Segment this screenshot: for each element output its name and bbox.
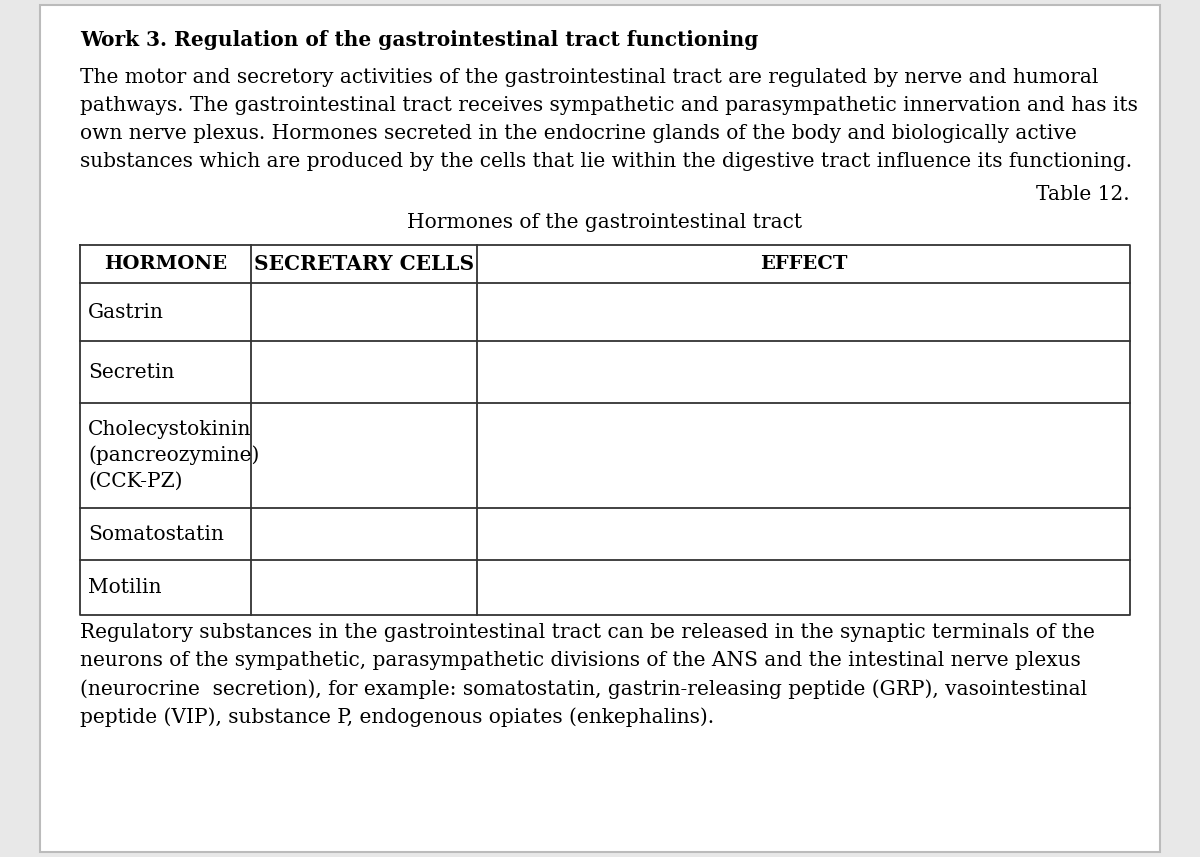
- Text: Cholecystokinin: Cholecystokinin: [88, 420, 251, 439]
- Text: own nerve plexus. Hormones secreted in the endocrine glands of the body and biol: own nerve plexus. Hormones secreted in t…: [80, 124, 1076, 143]
- Text: Table 12.: Table 12.: [1037, 185, 1130, 204]
- Text: EFFECT: EFFECT: [760, 255, 847, 273]
- Text: The motor and secretory activities of the gastrointestinal tract are regulated b: The motor and secretory activities of th…: [80, 68, 1098, 87]
- Text: peptide (VIP), substance P, endogenous opiates (enkephalins).: peptide (VIP), substance P, endogenous o…: [80, 707, 714, 727]
- Text: substances which are produced by the cells that lie within the digestive tract i: substances which are produced by the cel…: [80, 152, 1132, 171]
- Text: Secretin: Secretin: [88, 363, 174, 381]
- Text: Work 3. Regulation of the gastrointestinal tract functioning: Work 3. Regulation of the gastrointestin…: [80, 30, 758, 50]
- Text: (neurocrine  secretion), for example: somatostatin, gastrin-releasing peptide (G: (neurocrine secretion), for example: som…: [80, 679, 1087, 698]
- Text: Somatostatin: Somatostatin: [88, 524, 224, 543]
- Text: Gastrin: Gastrin: [88, 303, 164, 321]
- Text: (pancreozymine): (pancreozymine): [88, 446, 259, 465]
- Text: Hormones of the gastrointestinal tract: Hormones of the gastrointestinal tract: [408, 213, 803, 232]
- Text: SECRETARY CELLS: SECRETARY CELLS: [254, 254, 474, 274]
- Text: Motilin: Motilin: [88, 578, 162, 597]
- Text: (CCK-PZ): (CCK-PZ): [88, 472, 182, 491]
- Text: Regulatory substances in the gastrointestinal tract can be released in the synap: Regulatory substances in the gastrointes…: [80, 623, 1094, 642]
- Text: pathways. The gastrointestinal tract receives sympathetic and parasympathetic in: pathways. The gastrointestinal tract rec…: [80, 96, 1138, 115]
- Text: neurons of the sympathetic, parasympathetic divisions of the ANS and the intesti: neurons of the sympathetic, parasympathe…: [80, 651, 1081, 670]
- Text: HORMONE: HORMONE: [104, 255, 227, 273]
